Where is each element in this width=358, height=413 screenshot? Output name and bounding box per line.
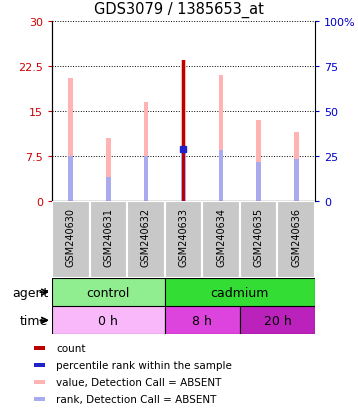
Bar bbox=[240, 306, 315, 335]
Bar bbox=[294, 160, 299, 202]
Bar bbox=[181, 151, 186, 202]
Text: GSM240631: GSM240631 bbox=[103, 207, 113, 266]
Text: time: time bbox=[20, 314, 48, 327]
Text: GSM240636: GSM240636 bbox=[291, 207, 301, 266]
Text: rank, Detection Call = ABSENT: rank, Detection Call = ABSENT bbox=[57, 394, 217, 404]
Bar bbox=[52, 306, 165, 335]
Text: 0 h: 0 h bbox=[98, 314, 118, 327]
Bar bbox=[52, 278, 165, 306]
Bar bbox=[68, 79, 73, 202]
Text: GSM240634: GSM240634 bbox=[216, 207, 226, 266]
Bar bbox=[202, 202, 240, 278]
Bar bbox=[127, 202, 165, 278]
Bar bbox=[106, 178, 111, 202]
Text: cadmium: cadmium bbox=[211, 286, 269, 299]
Bar bbox=[181, 61, 186, 202]
Text: percentile rank within the sample: percentile rank within the sample bbox=[57, 360, 232, 370]
Text: control: control bbox=[87, 286, 130, 299]
Bar bbox=[34, 363, 45, 367]
Bar bbox=[219, 151, 223, 202]
Bar bbox=[165, 278, 315, 306]
Bar bbox=[34, 346, 45, 350]
Bar bbox=[277, 202, 315, 278]
Text: GSM240635: GSM240635 bbox=[254, 207, 263, 266]
Text: agent: agent bbox=[12, 286, 48, 299]
Bar bbox=[144, 157, 148, 202]
Bar bbox=[90, 202, 127, 278]
Text: GDS3079 / 1385653_at: GDS3079 / 1385653_at bbox=[94, 2, 264, 18]
Bar bbox=[165, 306, 240, 335]
Bar bbox=[182, 61, 185, 202]
Text: GSM240632: GSM240632 bbox=[141, 207, 151, 266]
Text: 20 h: 20 h bbox=[263, 314, 291, 327]
Bar bbox=[34, 396, 45, 401]
Bar bbox=[52, 202, 90, 278]
Bar bbox=[106, 139, 111, 202]
Bar bbox=[256, 121, 261, 202]
Bar bbox=[165, 202, 202, 278]
Bar bbox=[219, 76, 223, 202]
Text: 8 h: 8 h bbox=[192, 314, 212, 327]
Text: GSM240630: GSM240630 bbox=[66, 207, 76, 266]
Bar bbox=[144, 103, 148, 202]
Bar bbox=[68, 157, 73, 202]
Text: value, Detection Call = ABSENT: value, Detection Call = ABSENT bbox=[57, 377, 222, 387]
Text: GSM240633: GSM240633 bbox=[179, 207, 188, 266]
Text: count: count bbox=[57, 343, 86, 353]
Bar bbox=[294, 133, 299, 202]
Bar bbox=[256, 163, 261, 202]
Bar bbox=[34, 380, 45, 384]
Bar bbox=[240, 202, 277, 278]
